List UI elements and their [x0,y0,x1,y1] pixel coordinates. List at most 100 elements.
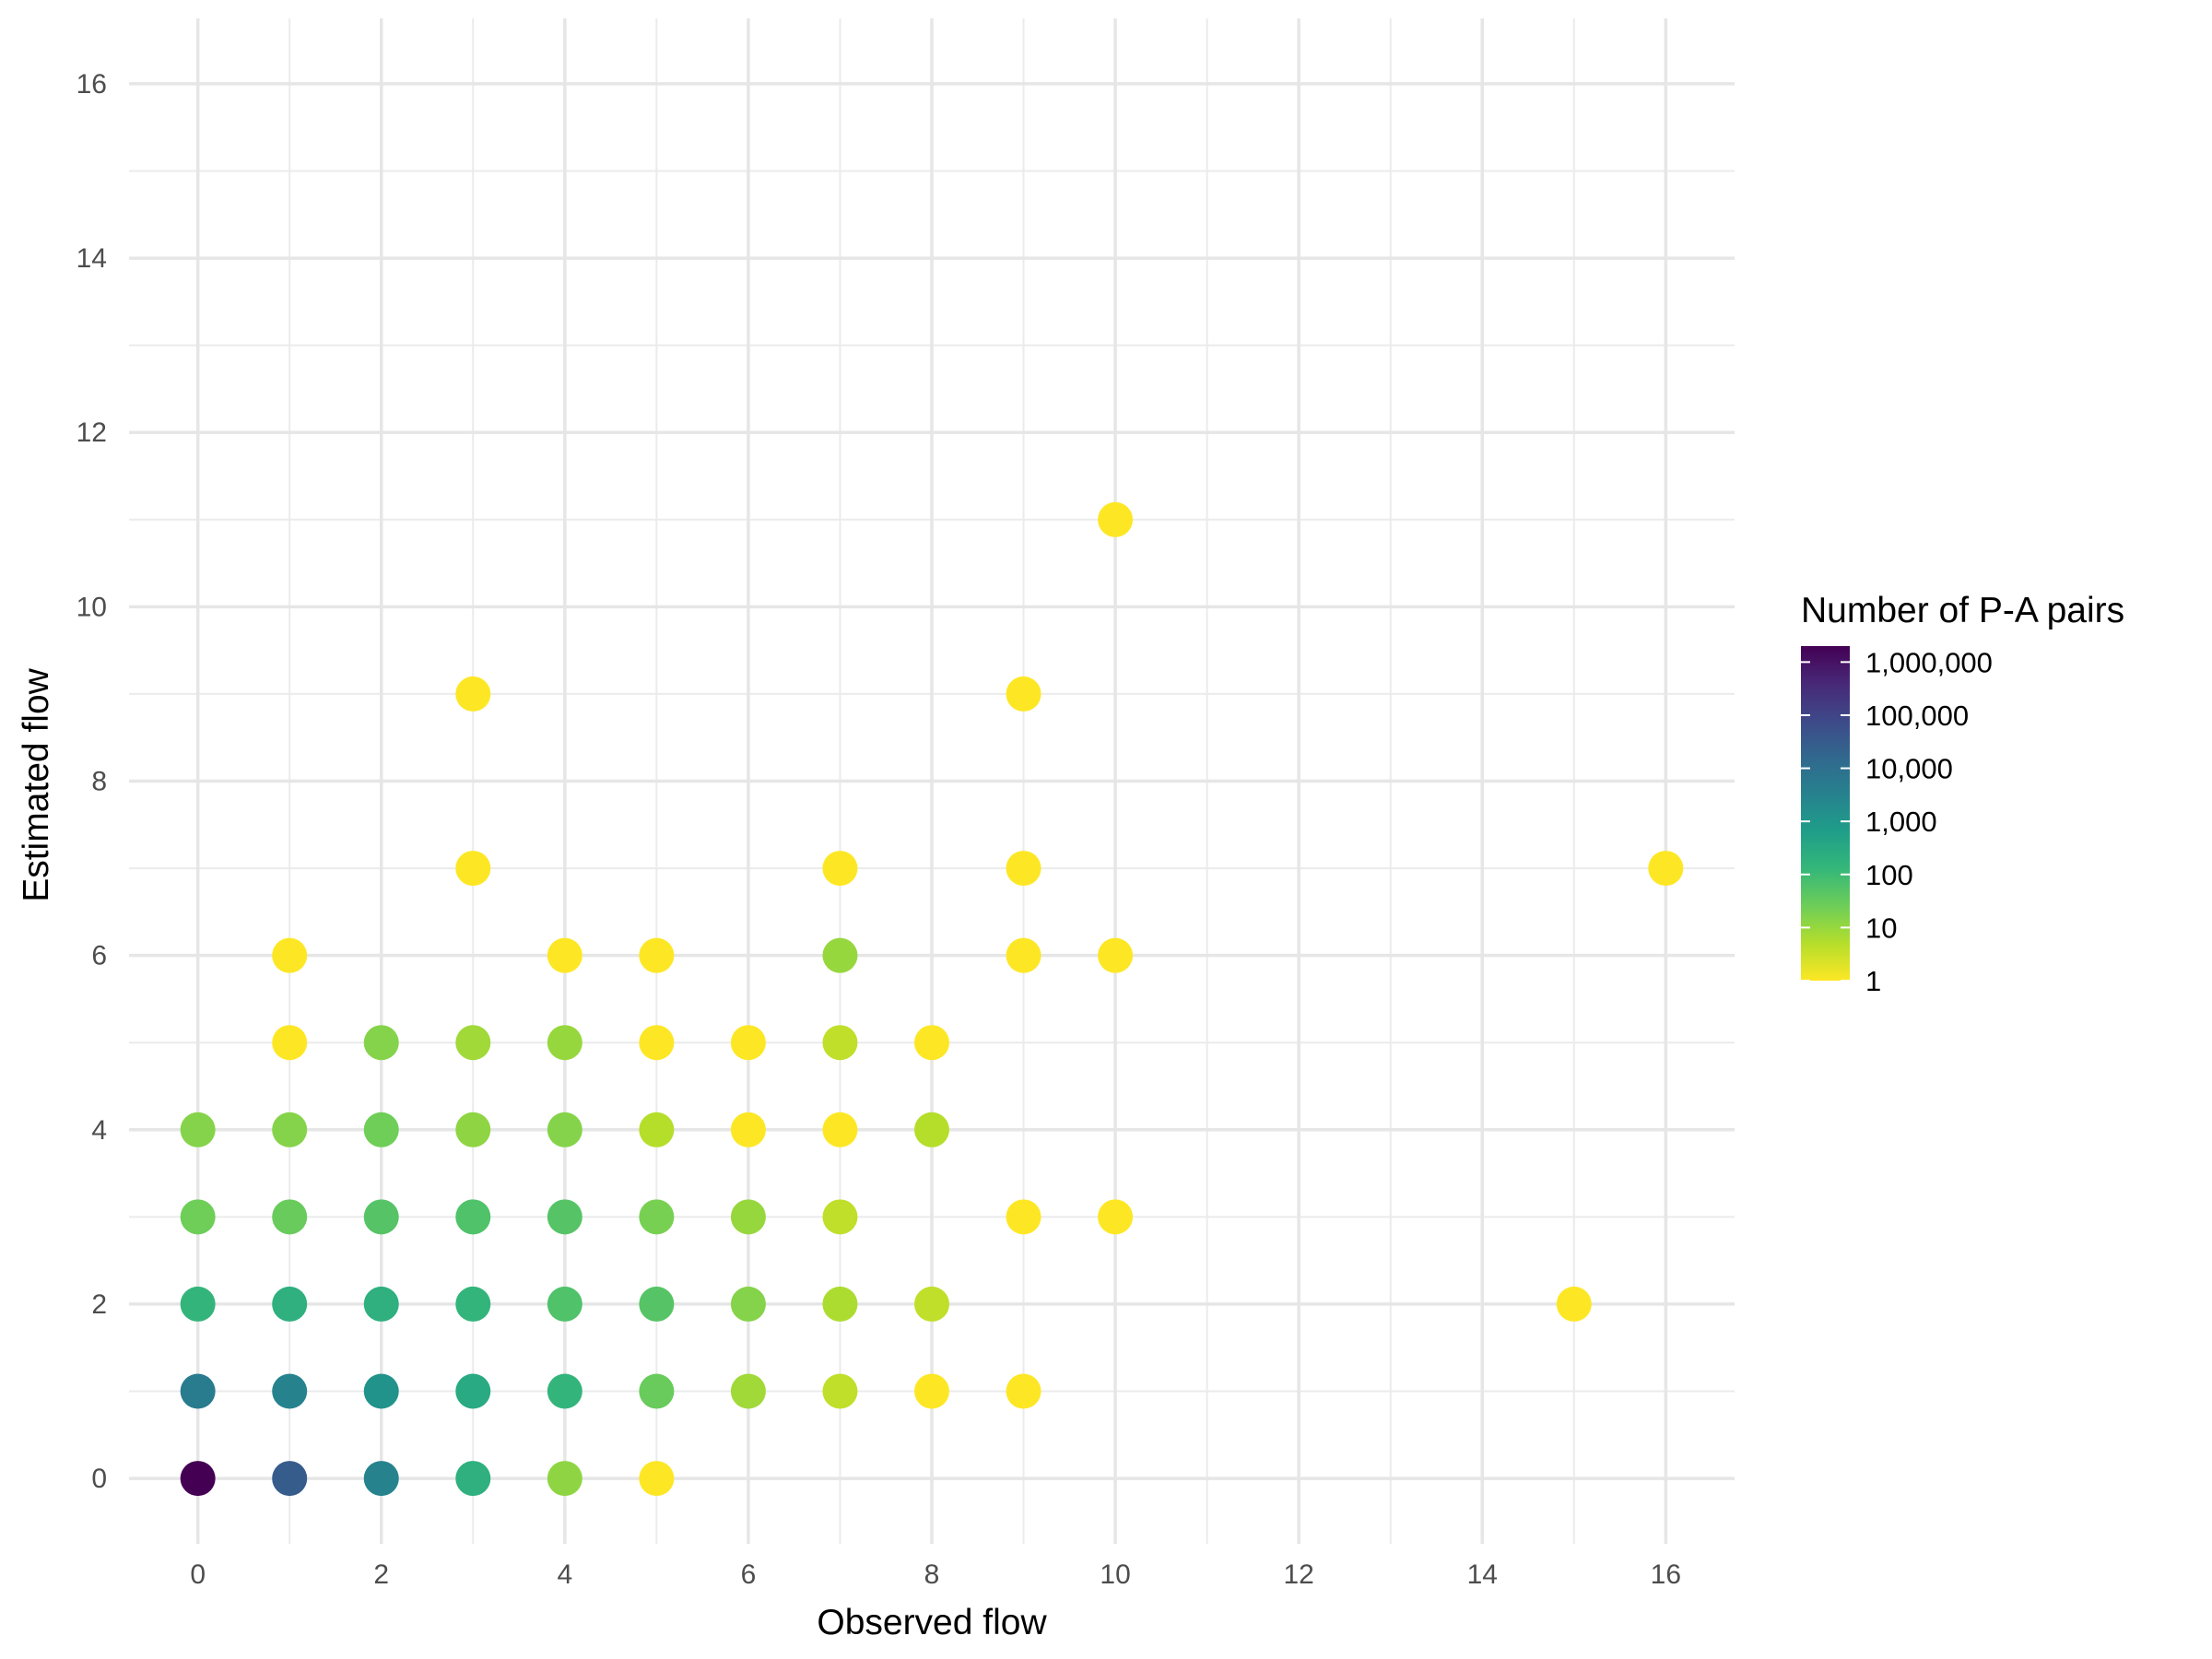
data-point [1556,1286,1592,1322]
data-point [730,1373,766,1409]
data-point [639,1461,675,1497]
x-tick-label: 8 [924,1559,940,1590]
legend-label: 1,000 [1865,806,1937,838]
y-tick-label: 0 [91,1464,107,1494]
x-tick-label: 2 [373,1559,389,1590]
data-point [639,1373,675,1409]
data-point [1006,937,1041,973]
data-point [730,1112,766,1147]
data-point [1648,851,1684,887]
x-tick-label: 14 [1467,1559,1498,1590]
y-tick-label: 14 [76,243,107,274]
data-point [363,1112,399,1147]
legend-ticks [1801,661,1850,982]
x-tick-label: 4 [557,1559,572,1590]
color-legend: Number of P-A pairs 1 10 100 1,000 10,000 100… [1801,591,2124,997]
data-point [272,1112,308,1147]
data-point [822,1025,858,1061]
legend-labels: 1 10 100 1,000 10,000 100,000 1,000,000 [1865,646,1993,997]
data-point [1006,1373,1041,1409]
legend-label: 1,000,000 [1865,646,1993,678]
data-point [822,1199,858,1235]
data-point [547,1199,582,1235]
data-point [272,937,308,973]
data-point [455,1461,491,1497]
x-tick-label: 16 [1651,1559,1681,1590]
data-point [639,1112,675,1147]
data-point [363,1286,399,1322]
data-point [455,1199,491,1235]
data-point [1098,1199,1134,1235]
y-axis-tick-labels: 0 2 4 6 8 10 12 14 16 [76,69,107,1494]
data-point [272,1199,308,1235]
data-point [639,937,675,973]
data-point [272,1025,308,1061]
data-point [822,937,858,973]
data-point [363,1199,399,1235]
y-tick-label: 4 [91,1115,107,1146]
y-tick-label: 8 [91,767,107,797]
data-point [639,1025,675,1061]
data-point [1006,851,1041,887]
data-point [1098,501,1134,537]
data-point [639,1286,675,1322]
y-tick-label: 6 [91,941,107,971]
data-point [363,1025,399,1061]
legend-colorbar [1801,646,1850,981]
x-tick-label: 12 [1283,1559,1313,1590]
data-point [180,1461,216,1497]
data-point [455,1025,491,1061]
y-tick-label: 16 [76,69,107,100]
data-point [272,1461,308,1497]
data-point [639,1199,675,1235]
data-point [180,1373,216,1409]
data-points [180,501,1684,1497]
data-point [180,1286,216,1322]
legend-label: 10,000 [1865,753,1953,785]
data-point [547,1286,582,1322]
data-point [914,1286,949,1322]
y-axis-title: Estimated flow [17,667,56,901]
data-point [914,1112,949,1147]
data-point [822,1112,858,1147]
data-point [1098,937,1134,973]
legend-label: 100 [1865,859,1913,891]
legend-label: 100,000 [1865,700,1969,732]
data-point [914,1025,949,1061]
data-point [1006,1199,1041,1235]
x-tick-label: 0 [190,1559,206,1590]
y-tick-label: 10 [76,592,107,622]
data-point [455,1373,491,1409]
data-point [822,1286,858,1322]
data-point [455,676,491,712]
data-point [272,1373,308,1409]
data-point [730,1286,766,1322]
data-point [455,851,491,887]
data-point [180,1199,216,1235]
data-point [547,1373,582,1409]
data-point [547,937,582,973]
data-point [547,1461,582,1497]
legend-label: 1 [1865,965,1881,997]
data-point [363,1461,399,1497]
y-tick-label: 12 [76,418,107,448]
data-point [455,1286,491,1322]
data-point [822,851,858,887]
y-tick-label: 2 [91,1289,107,1320]
data-point [272,1286,308,1322]
legend-label: 10 [1865,912,1897,944]
x-tick-label: 10 [1100,1559,1130,1590]
data-point [547,1025,582,1061]
data-point [822,1373,858,1409]
data-point [730,1199,766,1235]
data-point [547,1112,582,1147]
data-point [180,1112,216,1147]
data-point [363,1373,399,1409]
x-axis-tick-labels: 0 2 4 6 8 10 12 14 16 [190,1559,1681,1590]
data-point [914,1373,949,1409]
legend-title: Number of P-A pairs [1801,591,2124,630]
data-point [1006,676,1041,712]
data-point [455,1112,491,1147]
